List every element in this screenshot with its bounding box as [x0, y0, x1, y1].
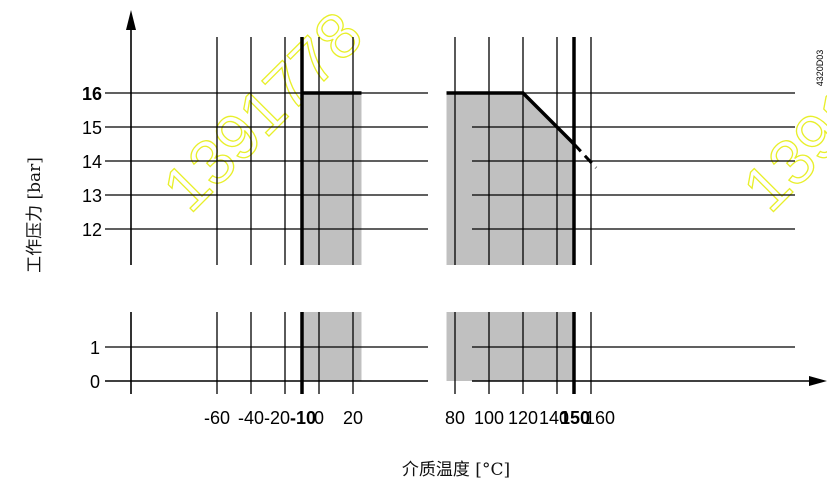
x-tick-label: 80: [445, 408, 465, 428]
y-tick-label: 16: [82, 84, 102, 104]
figure-code: 4320D03: [815, 50, 825, 87]
axes: [105, 10, 827, 394]
x-axis-label: 介质温度 [°C]: [402, 460, 510, 480]
y-axis-label: 工作压力 [bar]: [25, 157, 45, 273]
pressure-limit-extrapolation: [572, 142, 598, 169]
shaded-areas: [302, 93, 574, 381]
y-tick-label: 1: [90, 338, 100, 358]
x-tick-label: -20: [264, 408, 290, 428]
x-tick-label: -60: [204, 408, 230, 428]
tick-labels: -60 -40 -20 -100 20 80 100 120 14015016016151413…: [82, 84, 615, 428]
x-tick-label: 20: [343, 408, 363, 428]
x-tick-label: 0: [314, 408, 324, 428]
x-tick-label: 140: [539, 408, 569, 428]
watermark-text: 1391778: [729, 0, 827, 225]
pressure-limit-curve: [302, 91, 598, 169]
y-tick-label: 15: [82, 118, 102, 138]
y-tick-label: 13: [82, 186, 102, 206]
x-tick-label: -10: [290, 408, 316, 428]
x-tick-label: -40: [238, 408, 264, 428]
y-tick-label: 12: [82, 220, 102, 240]
x-tick-label: 120: [508, 408, 538, 428]
y-tick-label: 14: [82, 152, 102, 172]
x-axis-arrow: [809, 376, 827, 386]
y-tick-label: 0: [90, 372, 100, 392]
x-tick-label: 100: [474, 408, 504, 428]
shaded-area: [302, 93, 362, 265]
x-tick-label: 160: [585, 408, 615, 428]
y-axis-arrow: [126, 10, 136, 30]
x-tick-label: 150: [560, 408, 590, 428]
shaded-area: [446, 93, 574, 265]
pressure-limit-line: [446, 91, 576, 146]
